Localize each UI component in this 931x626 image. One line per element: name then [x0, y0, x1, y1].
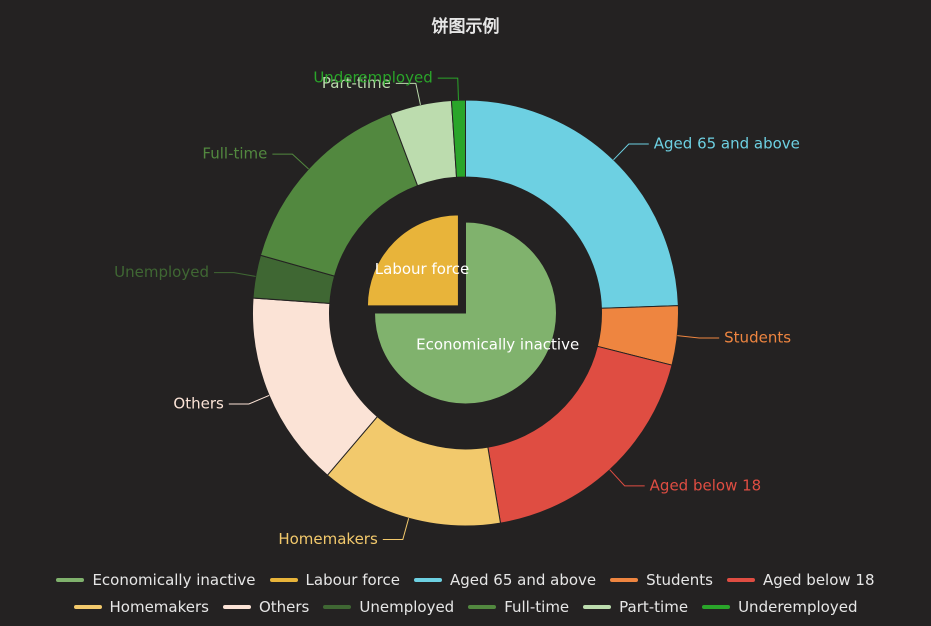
- legend-label: Students: [646, 570, 713, 589]
- legend-row: Economically inactive Labour force Aged 65…: [0, 566, 931, 593]
- legend-label: Homemakers: [109, 597, 209, 616]
- legend-item-part-time[interactable]: Part-time: [583, 598, 688, 616]
- legend-label: Aged below 18: [763, 570, 875, 589]
- outer-slice-aged-65-and-above[interactable]: [465, 99, 679, 309]
- outer-label-aged-below-18: Aged below 18: [650, 476, 762, 494]
- legend-item-students[interactable]: Students: [610, 571, 713, 589]
- legend-label: Others: [258, 597, 310, 616]
- inner-slice-economically-inactive[interactable]: [373, 221, 557, 405]
- legend-swatch: [73, 604, 102, 609]
- legend-swatch: [727, 577, 755, 582]
- legend-item-labour-force[interactable]: Labour force: [269, 570, 400, 589]
- outer-label-homemakers: Homemakers: [278, 530, 378, 548]
- legend-swatch: [413, 577, 442, 582]
- inner-label-economically-inactive: Economically inactive: [416, 336, 579, 354]
- outer-label-others: Others: [173, 394, 224, 412]
- legend-swatch: [610, 577, 639, 582]
- legend-item-unemployed[interactable]: Unemployed: [323, 598, 454, 616]
- legend-item-homemakers[interactable]: Homemakers: [73, 597, 209, 616]
- leader-line-part-time: [395, 82, 421, 105]
- legend: Economically inactive Labour force Aged 65…: [0, 566, 931, 620]
- legend-swatch: [269, 577, 298, 582]
- inner-label-labour-force: Labour force: [375, 260, 469, 278]
- outer-label-underemployed: Underemployed: [313, 69, 432, 87]
- legend-swatch: [56, 577, 85, 582]
- legend-swatch: [468, 604, 497, 609]
- inner-slice-labour-force[interactable]: [366, 214, 459, 307]
- outer-slice-underemployed[interactable]: [450, 99, 466, 178]
- outer-label-part-time: Part-time: [322, 74, 391, 92]
- legend-item-economically-inactive[interactable]: Economically inactive: [56, 570, 256, 589]
- pie-chart: Economically inactive Labour force Aged 65…: [114, 69, 800, 548]
- chart-title: 饼图示例: [431, 17, 500, 37]
- legend-swatch: [583, 604, 612, 609]
- leader-line-aged-below-18: [609, 469, 645, 487]
- leader-line-unemployed: [213, 272, 256, 277]
- legend-label: Aged 65 and above: [449, 570, 597, 589]
- legend-label: Underemployed: [738, 597, 858, 616]
- leader-line-homemakers: [382, 518, 410, 540]
- legend-label: Unemployed: [359, 597, 455, 616]
- legend-item-full-time[interactable]: Full-time: [468, 598, 569, 616]
- legend-label: Labour force: [305, 570, 400, 589]
- legend-label: Economically inactive: [92, 570, 256, 589]
- outer-label-students: Students: [724, 328, 791, 346]
- legend-row: Homemakers Others Unemployed Full-time Part-…: [0, 593, 931, 620]
- outer-label-aged-65-and-above: Aged 65 and above: [654, 134, 800, 152]
- legend-item-aged-65-and-above[interactable]: Aged 65 and above: [413, 570, 597, 589]
- leader-line-students: [677, 335, 720, 339]
- legend-label: Full-time: [504, 597, 570, 616]
- legend-item-underemployed[interactable]: Underemployed: [702, 597, 858, 616]
- legend-item-aged-below-18[interactable]: Aged below 18: [727, 571, 875, 589]
- legend-swatch: [222, 604, 251, 609]
- leader-line-full-time: [272, 153, 309, 170]
- legend-swatch: [702, 604, 731, 609]
- legend-label: Part-time: [619, 597, 689, 616]
- leader-line-aged-65-and-above: [613, 143, 649, 161]
- legend-swatch: [323, 604, 352, 609]
- outer-label-full-time: Full-time: [202, 145, 267, 163]
- legend-item-others[interactable]: Others: [222, 597, 310, 616]
- outer-label-unemployed: Unemployed: [114, 263, 209, 281]
- leader-line-underemployed: [437, 77, 459, 101]
- leader-line-others: [228, 395, 270, 405]
